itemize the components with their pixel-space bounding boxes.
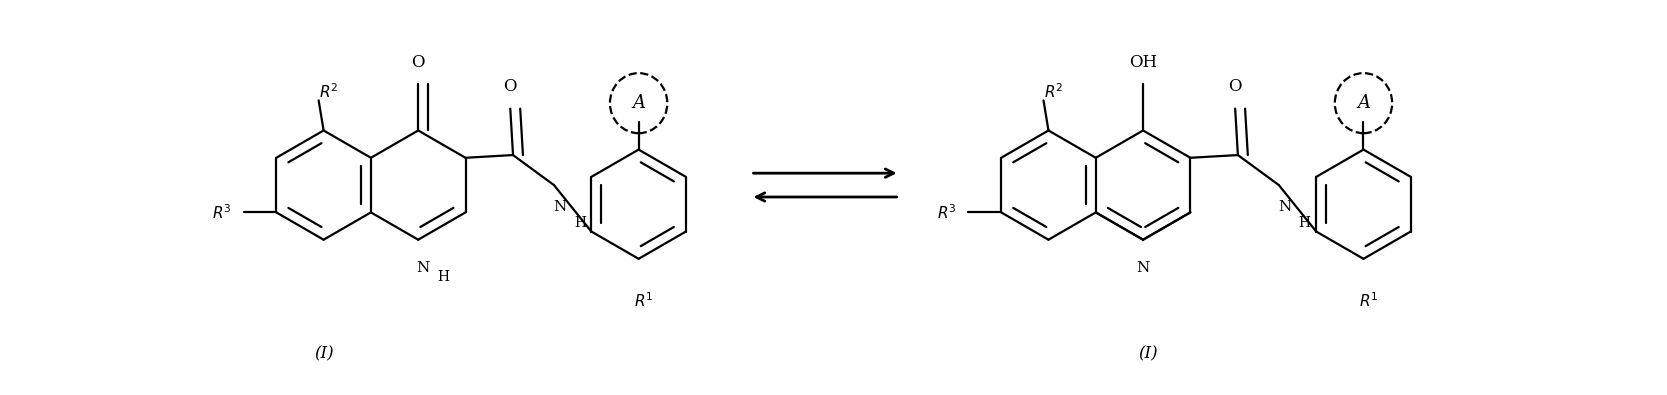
Text: O: O (503, 78, 517, 95)
Text: A: A (632, 94, 645, 112)
Text: (I): (I) (1139, 345, 1157, 362)
Text: $R^1$: $R^1$ (1359, 291, 1379, 310)
Text: H: H (1299, 216, 1310, 230)
Text: $R^3$: $R^3$ (937, 203, 957, 222)
Text: (I): (I) (313, 345, 333, 362)
Text: H: H (573, 216, 585, 230)
Text: $R^2$: $R^2$ (1044, 82, 1064, 100)
Text: $R^2$: $R^2$ (318, 82, 338, 100)
Text: O: O (1229, 78, 1242, 95)
Text: $R^1$: $R^1$ (633, 291, 653, 310)
Text: N: N (417, 261, 430, 275)
Text: $R^3$: $R^3$ (212, 203, 232, 222)
Text: OH: OH (1129, 54, 1157, 71)
Text: H: H (437, 271, 448, 284)
Text: N: N (1279, 200, 1292, 214)
Text: N: N (1137, 261, 1150, 275)
Text: A: A (1357, 94, 1370, 112)
Text: N: N (553, 200, 567, 214)
Text: O: O (412, 54, 425, 71)
